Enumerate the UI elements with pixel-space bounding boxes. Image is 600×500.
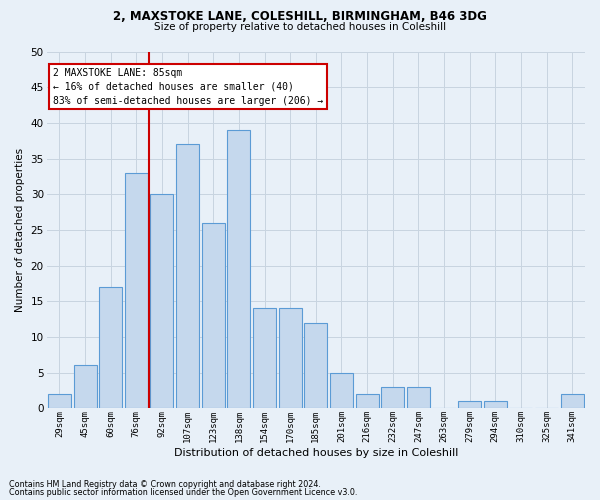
Bar — [458, 401, 481, 408]
Bar — [227, 130, 250, 408]
Bar — [48, 394, 71, 408]
Bar — [202, 223, 225, 408]
Bar — [407, 387, 430, 408]
Text: Contains public sector information licensed under the Open Government Licence v3: Contains public sector information licen… — [9, 488, 358, 497]
Bar — [176, 144, 199, 408]
Bar — [330, 372, 353, 408]
X-axis label: Distribution of detached houses by size in Coleshill: Distribution of detached houses by size … — [173, 448, 458, 458]
Bar — [253, 308, 276, 408]
Y-axis label: Number of detached properties: Number of detached properties — [15, 148, 25, 312]
Bar — [278, 308, 302, 408]
Text: 2, MAXSTOKE LANE, COLESHILL, BIRMINGHAM, B46 3DG: 2, MAXSTOKE LANE, COLESHILL, BIRMINGHAM,… — [113, 10, 487, 23]
Text: 2 MAXSTOKE LANE: 85sqm
← 16% of detached houses are smaller (40)
83% of semi-det: 2 MAXSTOKE LANE: 85sqm ← 16% of detached… — [53, 68, 323, 106]
Bar — [356, 394, 379, 408]
Bar — [74, 366, 97, 408]
Bar — [99, 287, 122, 408]
Bar — [484, 401, 507, 408]
Bar — [125, 173, 148, 408]
Bar — [151, 194, 173, 408]
Text: Contains HM Land Registry data © Crown copyright and database right 2024.: Contains HM Land Registry data © Crown c… — [9, 480, 321, 489]
Text: Size of property relative to detached houses in Coleshill: Size of property relative to detached ho… — [154, 22, 446, 32]
Bar — [560, 394, 584, 408]
Bar — [381, 387, 404, 408]
Bar — [304, 322, 328, 408]
